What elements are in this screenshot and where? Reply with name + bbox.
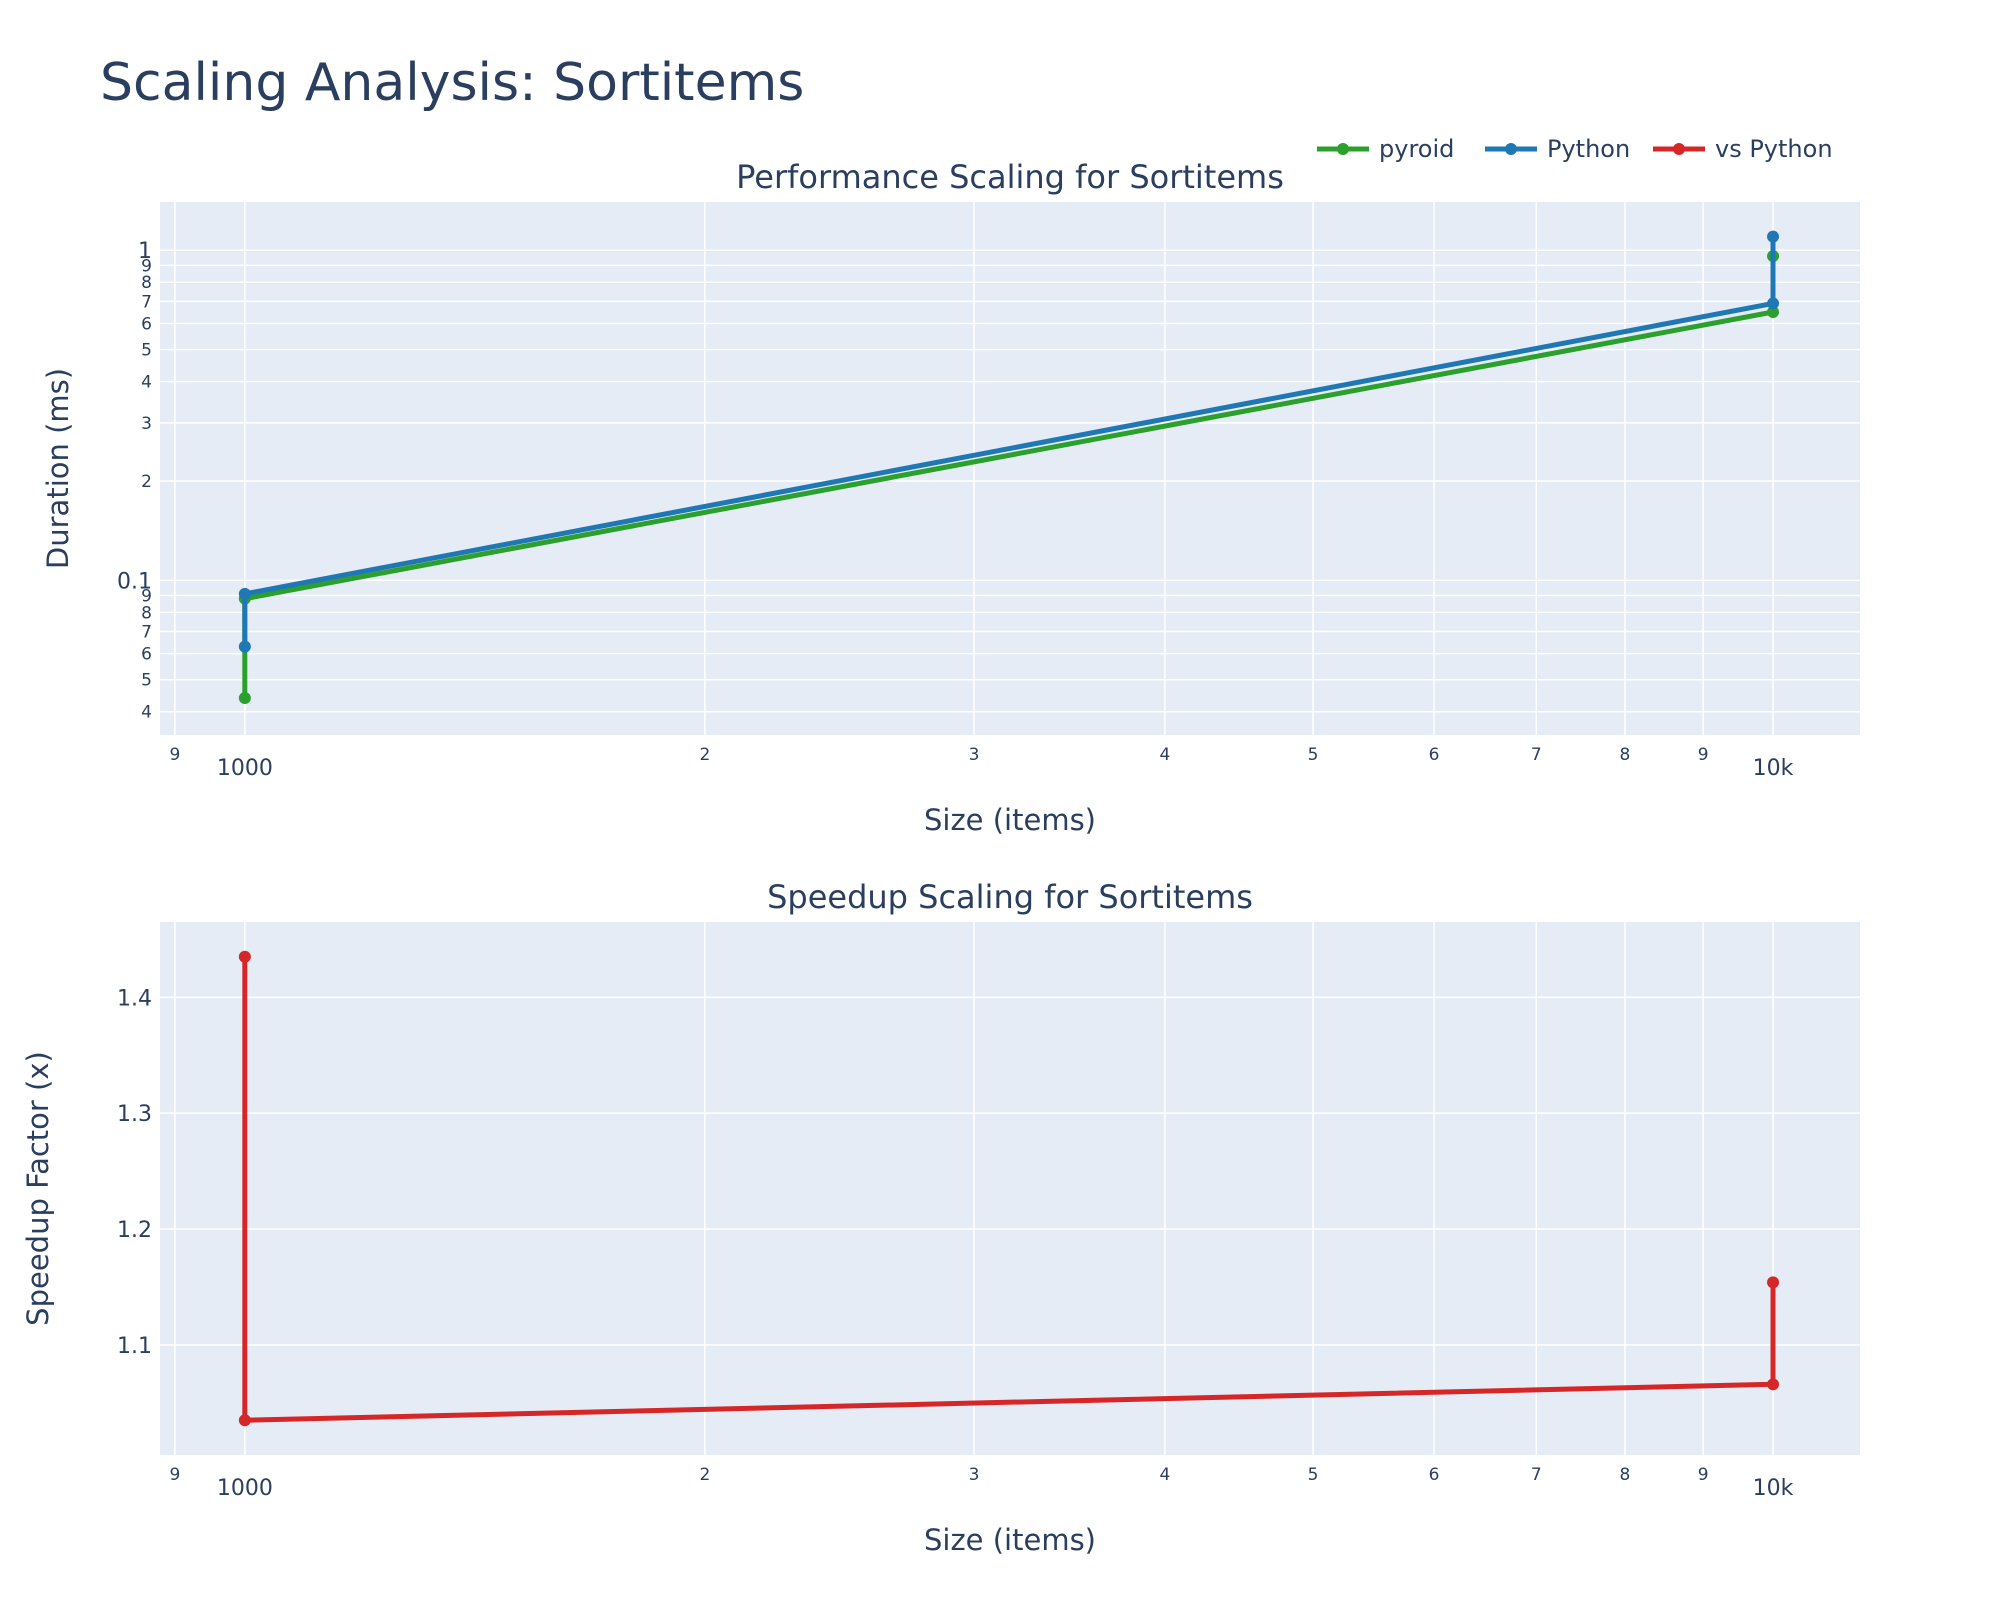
y-axis-title: Duration (ms) xyxy=(41,368,75,569)
series-line xyxy=(242,236,1776,647)
y-tick-label: 1 xyxy=(138,239,152,264)
y-tick-label: 6 xyxy=(141,314,152,334)
series-line xyxy=(242,956,1776,1423)
x-tick-label: 2 xyxy=(699,1465,710,1485)
data-point xyxy=(238,587,251,600)
data-point xyxy=(238,1414,251,1427)
data-point xyxy=(1767,1378,1780,1391)
series-vs-python xyxy=(238,950,1780,1427)
x-tick-label: 5 xyxy=(1308,1465,1319,1485)
x-tick-label: 10k xyxy=(1753,1476,1794,1501)
legend-item-vs-python[interactable]: vs Python xyxy=(1653,135,1833,163)
y-tick-label: 4 xyxy=(141,373,152,393)
y-tick-label: 2 xyxy=(141,472,152,492)
x-tick-label: 2 xyxy=(699,745,710,765)
legend-swatch-marker xyxy=(1337,143,1349,155)
x-tick-label: 10k xyxy=(1753,756,1794,781)
legend-swatch-marker xyxy=(1673,143,1685,155)
legend-swatch-marker xyxy=(1505,143,1517,155)
legend-label: Python xyxy=(1547,135,1630,163)
data-point xyxy=(238,640,251,653)
x-tick-label: 6 xyxy=(1429,1465,1440,1485)
y-tick-label: 4 xyxy=(141,703,152,723)
y-tick-label: 6 xyxy=(141,645,152,665)
legend[interactable]: pyroid Python vs Python xyxy=(1317,135,1833,163)
x-axis-title: Size (items) xyxy=(924,803,1096,837)
y-tick-label: 0.1 xyxy=(117,569,152,594)
x-tick-label: 7 xyxy=(1531,1465,1542,1485)
series-python xyxy=(238,230,1780,653)
data-point xyxy=(238,950,251,963)
y-tick-label: 1.2 xyxy=(117,1218,152,1243)
x-tick-label: 4 xyxy=(1159,1465,1170,1485)
x-tick-label: 8 xyxy=(1620,1465,1631,1485)
x-tick-label: 5 xyxy=(1308,745,1319,765)
y-tick-label: 1.3 xyxy=(117,1102,152,1127)
x-tick-label: 9 xyxy=(170,1465,181,1485)
data-point xyxy=(238,692,251,705)
x-tick-label: 1000 xyxy=(217,756,273,781)
x-tick-label: 3 xyxy=(969,745,980,765)
legend-item-python[interactable]: Python xyxy=(1485,135,1630,163)
y-tick-label: 8 xyxy=(141,603,152,623)
x-tick-label: 9 xyxy=(170,745,181,765)
y-tick-label: 7 xyxy=(141,292,152,312)
x-tick-label: 9 xyxy=(1698,745,1709,765)
data-point xyxy=(1767,297,1780,310)
x-tick-label: 9 xyxy=(1698,1465,1709,1485)
y-tick-label: 1.1 xyxy=(117,1334,152,1359)
speedup-panel: 1000 10k 9 2 3 4 5 6 7 8 9 1.1 1.2 1.3 1.4 Speedup Scal… xyxy=(21,878,1860,1557)
y-tick-label: 8 xyxy=(141,273,152,293)
x-axis-title: Size (items) xyxy=(924,1523,1096,1557)
data-point xyxy=(1767,305,1780,318)
legend-label: vs Python xyxy=(1715,135,1833,163)
x-tick-label: 1000 xyxy=(217,1476,273,1501)
y-tick-label: 7 xyxy=(141,622,152,642)
y-tick-label: 5 xyxy=(141,341,152,361)
gridlines xyxy=(160,922,1860,1455)
data-point xyxy=(1767,230,1780,243)
plot-area xyxy=(160,922,1860,1455)
legend-item-pyroid[interactable]: pyroid xyxy=(1317,135,1454,163)
data-point xyxy=(1767,1276,1780,1289)
x-tick-label: 7 xyxy=(1531,745,1542,765)
x-tick-label: 6 xyxy=(1429,745,1440,765)
y-tick-label: 5 xyxy=(141,671,152,691)
subplot-title: Performance Scaling for Sortitems xyxy=(736,158,1284,196)
y-tick-label: 9 xyxy=(141,256,152,276)
y-tick-label: 3 xyxy=(141,414,152,434)
legend-label: pyroid xyxy=(1379,135,1454,163)
x-tick-label: 8 xyxy=(1620,745,1631,765)
x-tick-label: 4 xyxy=(1159,745,1170,765)
y-tick-label: 9 xyxy=(141,586,152,606)
y-axis-title: Speedup Factor (x) xyxy=(21,1051,55,1326)
y-tick-label: 1.4 xyxy=(117,986,152,1011)
subplot-title: Speedup Scaling for Sortitems xyxy=(767,878,1253,916)
figure-title: Scaling Analysis: Sortitems xyxy=(100,53,804,113)
plot-area xyxy=(160,202,1860,735)
x-tick-label: 3 xyxy=(969,1465,980,1485)
